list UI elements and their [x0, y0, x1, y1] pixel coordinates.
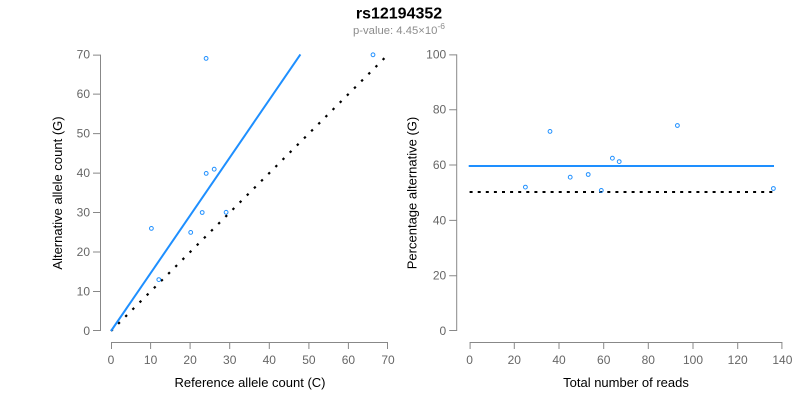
svg-text:40: 40 [77, 166, 91, 180]
svg-text:50: 50 [302, 353, 316, 367]
svg-text:Alternative allele count (G): Alternative allele count (G) [50, 116, 65, 269]
svg-text:140: 140 [772, 353, 792, 367]
svg-text:100: 100 [426, 47, 446, 61]
svg-text:40: 40 [552, 353, 566, 367]
svg-text:0: 0 [108, 353, 115, 367]
svg-text:60: 60 [597, 353, 611, 367]
svg-text:60: 60 [342, 353, 356, 367]
svg-text:p-value: 4.45×10-6: p-value: 4.45×10-6 [353, 21, 445, 37]
svg-text:0: 0 [440, 324, 447, 338]
svg-text:20: 20 [508, 353, 522, 367]
svg-text:100: 100 [683, 353, 703, 367]
svg-text:20: 20 [433, 269, 447, 283]
svg-text:10: 10 [144, 353, 158, 367]
svg-text:60: 60 [77, 87, 91, 101]
svg-text:30: 30 [223, 353, 237, 367]
svg-text:80: 80 [642, 353, 656, 367]
svg-text:Reference allele count (C): Reference allele count (C) [174, 375, 325, 390]
svg-text:70: 70 [381, 353, 395, 367]
svg-text:Percentage alternative (G): Percentage alternative (G) [405, 117, 420, 269]
svg-text:20: 20 [77, 245, 91, 259]
svg-text:80: 80 [433, 103, 447, 117]
svg-text:120: 120 [728, 353, 748, 367]
svg-text:0: 0 [83, 324, 90, 338]
svg-text:50: 50 [77, 127, 91, 141]
svg-text:Total number of reads: Total number of reads [563, 375, 689, 390]
svg-text:20: 20 [183, 353, 197, 367]
svg-text:0: 0 [466, 353, 473, 367]
svg-text:40: 40 [433, 213, 447, 227]
svg-text:10: 10 [77, 285, 91, 299]
svg-text:60: 60 [433, 158, 447, 172]
svg-text:40: 40 [263, 353, 277, 367]
svg-text:30: 30 [77, 206, 91, 220]
svg-text:rs12194352: rs12194352 [356, 5, 442, 22]
svg-text:70: 70 [77, 48, 91, 62]
